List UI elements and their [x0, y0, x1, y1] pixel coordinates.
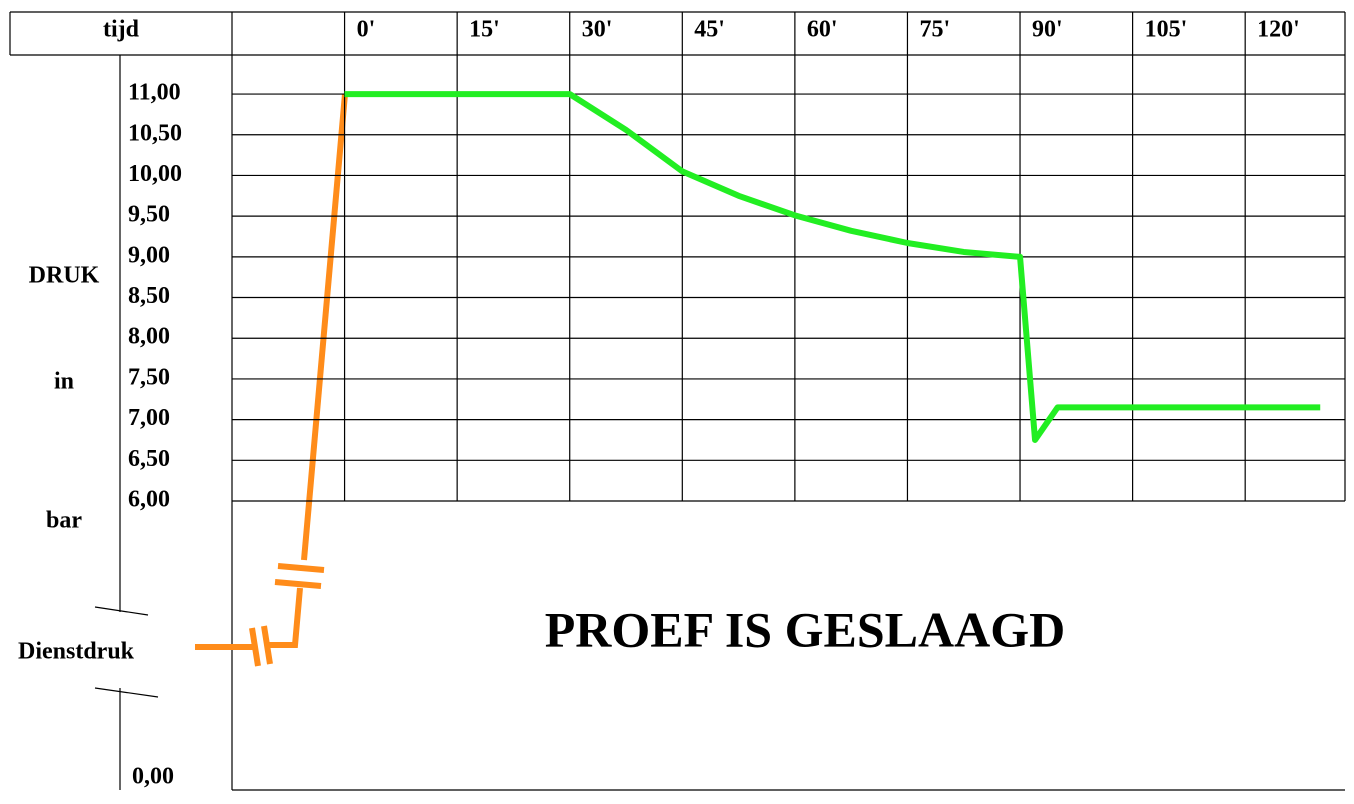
x-tick-label: 90' [1032, 17, 1063, 43]
x-tick-label: 30' [582, 17, 613, 43]
y-tick-label: 10,50 [128, 120, 182, 146]
y-tick-label: 10,00 [128, 161, 182, 187]
y-tick-label: 7,50 [128, 364, 170, 390]
x-tick-label: 45' [694, 17, 725, 43]
annotation: PROEF IS GESLAAGD [545, 601, 1065, 657]
x-axis-label: tijd [103, 17, 140, 43]
y-tick-label: 6,50 [128, 446, 170, 472]
y-tick-label: 8,50 [128, 283, 170, 309]
baseline-label: Dienstdruk [18, 639, 135, 665]
x-tick-label: 105' [1145, 17, 1188, 43]
x-tick-label: 60' [807, 17, 838, 43]
orange-segment [301, 93, 348, 561]
data-line [344, 91, 1321, 443]
axis-break [94, 606, 149, 616]
y-tick-label: 8,00 [128, 324, 170, 350]
y-axis-label: in [54, 369, 74, 395]
x-tick-label: 0' [357, 17, 376, 43]
y-tick-label: 7,00 [128, 405, 170, 431]
y-axis-label: bar [46, 508, 82, 534]
x-tick-label: 15' [469, 17, 500, 43]
break-mark [249, 627, 261, 667]
y-tick-label: 9,00 [128, 242, 170, 268]
y-tick-label: 6,00 [128, 487, 170, 513]
x-tick-label: 120' [1257, 17, 1300, 43]
break-mark [274, 579, 322, 589]
axis-break [94, 687, 159, 698]
axis-origin-label: 0,00 [132, 764, 174, 790]
break-mark [261, 625, 273, 665]
break-mark [277, 563, 325, 573]
pressurize-line [195, 93, 348, 667]
y-axis-label: DRUK [29, 263, 100, 289]
y-tick-label: 9,50 [128, 202, 170, 228]
y-tick-label: 11,00 [128, 80, 181, 106]
x-tick-label: 75' [919, 17, 950, 43]
orange-segment [268, 587, 303, 648]
